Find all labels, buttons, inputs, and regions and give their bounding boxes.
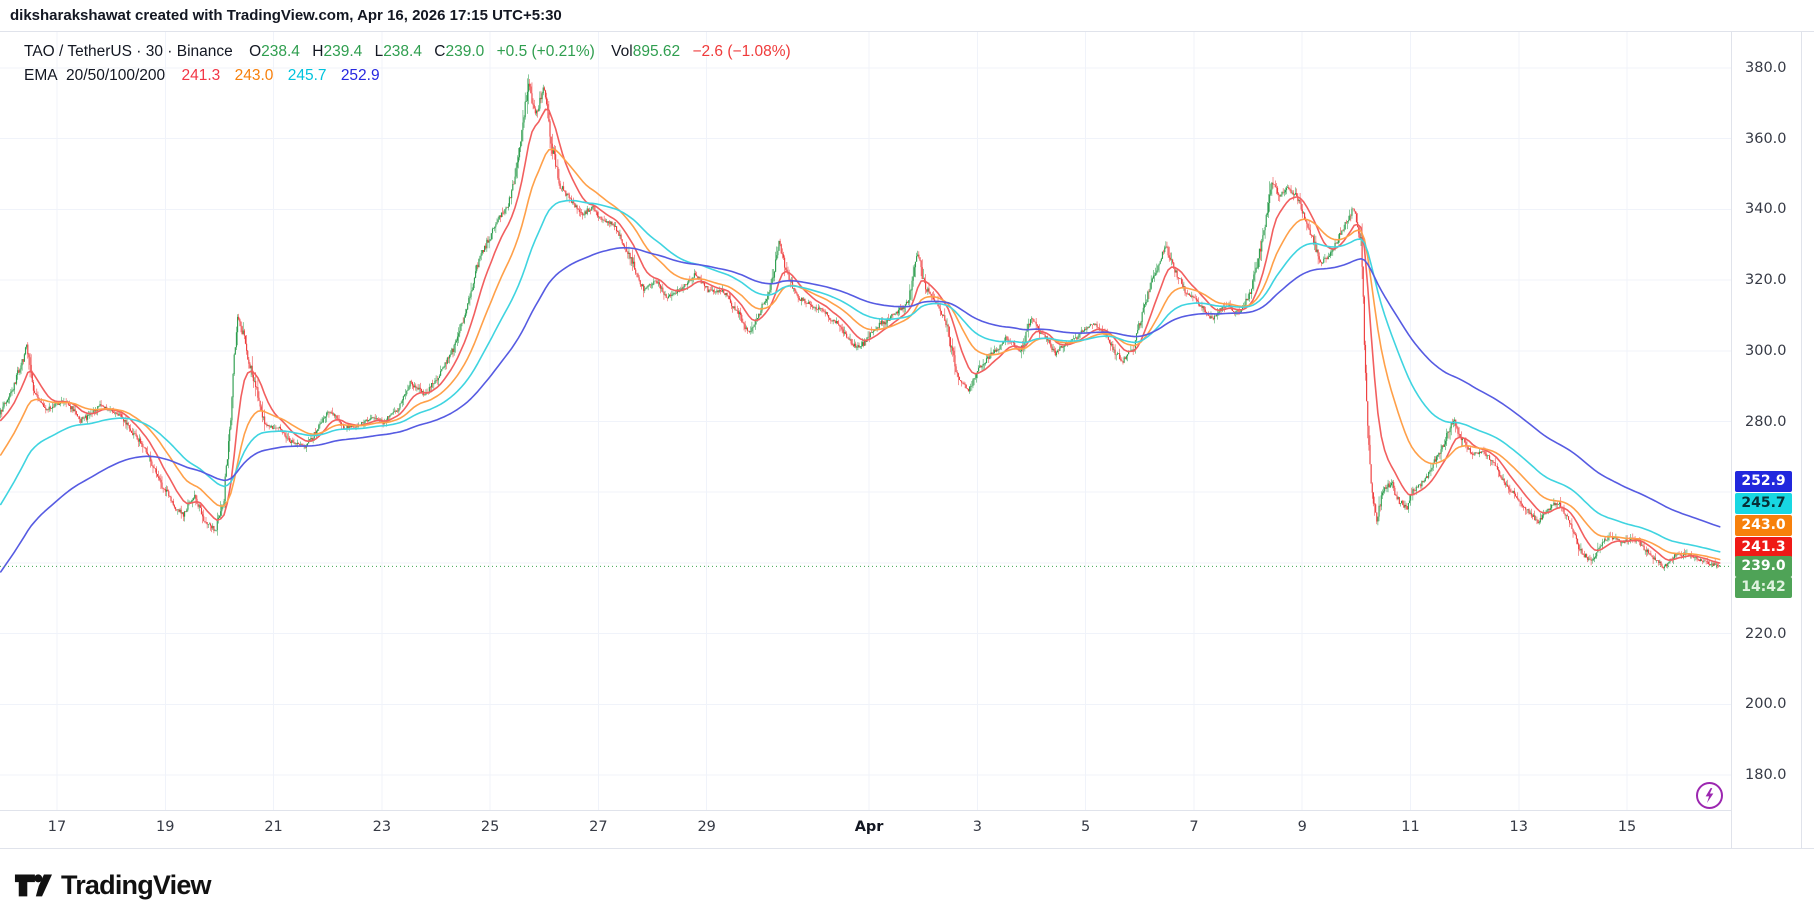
time-label-27: 27 — [589, 819, 608, 835]
price-tick: 280.0 — [1745, 413, 1787, 430]
ema200-price-tag: 252.9 — [1735, 471, 1792, 492]
time-label-21: 21 — [264, 819, 283, 835]
time-label-15: 15 — [1617, 819, 1637, 835]
ema100-value: 245.7 — [287, 67, 327, 84]
price-tick: 380.0 — [1745, 60, 1787, 76]
time-label-13: 13 — [1509, 819, 1528, 835]
symbol-legend-row[interactable]: TAO / TetherUS · 30 · Binance O238.4 H23… — [24, 40, 791, 64]
ema200-value: 252.9 — [340, 67, 380, 84]
time-label-9: 9 — [1297, 819, 1307, 835]
price-axis[interactable]: 380.0 360.0 340.0 320.0 300.0 280.0 220.0 200.0… — [1731, 32, 1802, 848]
chart-legend: TAO / TetherUS · 30 · Binance O238.4 H23… — [24, 40, 791, 88]
price-tick: 320.0 — [1745, 272, 1787, 289]
ema-periods: 20/50/100/200 — [66, 67, 166, 84]
ema20-price-tag: 241.3 — [1735, 537, 1792, 558]
close-value: 239.0 — [445, 43, 485, 60]
time-axis[interactable]: 17 19 21 23 25 27 29 Apr 3 5 7 9 11 13 15 — [0, 810, 1731, 849]
ema-legend-row[interactable]: EMA 20/50/100/200 241.3 243.0 245.7 252.… — [24, 64, 791, 88]
change-value: +0.5 (+0.21%) — [496, 43, 595, 60]
ema20-value: 241.3 — [181, 67, 221, 84]
volume-change: −2.6 (−1.08%) — [692, 43, 791, 60]
high-label: H — [312, 43, 324, 60]
volume-value: 895.62 — [632, 43, 681, 60]
price-tick: 340.0 — [1745, 201, 1787, 218]
price-tick: 200.0 — [1745, 696, 1787, 713]
price-tick: 300.0 — [1745, 342, 1787, 359]
open-value: 238.4 — [261, 43, 300, 60]
time-label-5: 5 — [1081, 819, 1091, 835]
ema50-price-tag: 243.0 — [1735, 515, 1792, 536]
time-label-3: 3 — [972, 819, 982, 835]
ema50-value: 243.0 — [234, 67, 274, 84]
volume-label: Vol — [611, 43, 633, 60]
open-label: O — [249, 43, 262, 60]
symbol-title: TAO / TetherUS · 30 · Binance — [24, 43, 233, 60]
price-tick: 220.0 — [1745, 625, 1787, 642]
tradingview-logo-icon — [14, 874, 52, 897]
price-tick: 180.0 — [1745, 767, 1787, 783]
time-label-17: 17 — [47, 819, 67, 835]
low-value: 238.4 — [383, 43, 422, 60]
time-label-29: 29 — [697, 819, 716, 835]
attribution-bar: diksharakshawat created with TradingView… — [0, 0, 1814, 32]
ema-name: EMA — [24, 67, 57, 84]
time-label-19: 19 — [156, 819, 175, 835]
last-price-price-tag: 239.0 — [1735, 556, 1792, 577]
tradingview-logo[interactable]: TradingView — [14, 869, 212, 901]
time-label-11: 11 — [1401, 819, 1420, 835]
high-value: 239.4 — [323, 43, 363, 60]
time-label-25: 25 — [480, 819, 500, 835]
tradingview-logo-text: TradingView — [61, 869, 212, 900]
countdown-price-tag: 14:42 — [1735, 577, 1792, 598]
time-label-apr: Apr — [854, 819, 884, 835]
footer-bar: TradingView — [0, 848, 1814, 921]
low-label: L — [374, 43, 384, 60]
close-label: C — [434, 43, 446, 60]
boost-button[interactable] — [1696, 782, 1723, 809]
time-label-23: 23 — [372, 819, 392, 835]
attribution-text: diksharakshawat created with TradingView… — [10, 7, 562, 24]
candlestick-pane[interactable] — [0, 32, 1731, 810]
price-tick: 360.0 — [1745, 130, 1787, 147]
chart-area[interactable] — [0, 32, 1731, 810]
ema100-price-tag: 245.7 — [1735, 493, 1792, 514]
time-label-7: 7 — [1189, 819, 1199, 835]
lightning-bolt-icon — [1705, 788, 1714, 803]
